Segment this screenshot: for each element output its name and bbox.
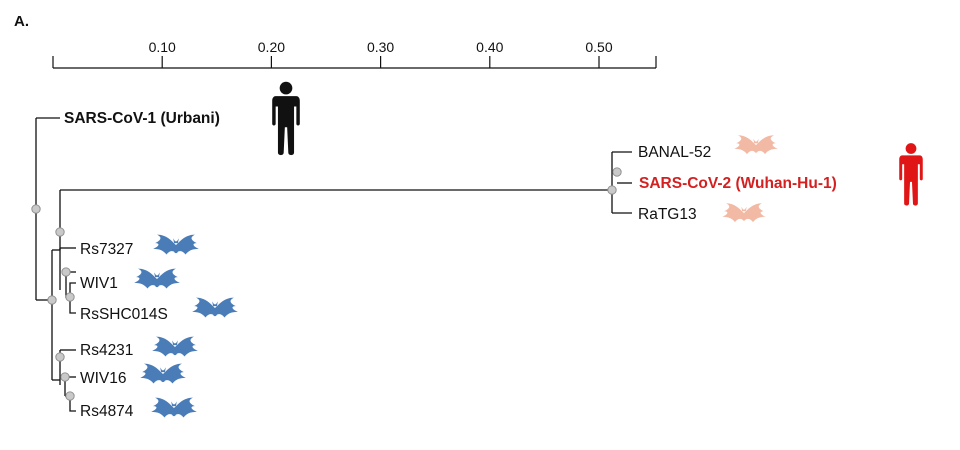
- internal-node: [47, 295, 57, 305]
- tree-branch: [69, 396, 76, 412]
- axis-tick-label: 0.10: [149, 39, 176, 55]
- tree-nodes: [31, 167, 622, 401]
- internal-node: [65, 391, 75, 401]
- axis-tick-label: 0.50: [585, 39, 612, 55]
- internal-node: [55, 352, 65, 362]
- internal-node: [607, 185, 617, 195]
- tree-branch: [69, 298, 76, 314]
- host-icons: [134, 81, 923, 418]
- internal-node: [61, 267, 71, 277]
- leaf-label-rs4231: Rs4231: [80, 342, 133, 359]
- axis-tick-label: 0.40: [476, 39, 503, 55]
- bat-icon: [153, 234, 199, 255]
- bat-icon: [134, 268, 180, 289]
- scale-axis: 0.10 0.20 0.30 0.40 0.50: [52, 39, 657, 69]
- internal-node: [60, 372, 70, 382]
- leaf-label-rs4874: Rs4874: [80, 403, 134, 420]
- axis-tick-label: 0.30: [367, 39, 394, 55]
- leaf-label-ratg: RaTG13: [638, 206, 697, 223]
- leaf-label-rsshc: RsSHC014S: [80, 306, 168, 323]
- leaf-label-sars1: SARS-CoV-1 (Urbani): [64, 110, 220, 127]
- axis-tick-label: 0.20: [258, 39, 285, 55]
- human-icon: [272, 81, 300, 156]
- bat-icon: [140, 363, 186, 384]
- bat-icon: [734, 135, 778, 155]
- leaf-labels: SARS-CoV-1 (Urbani) BANAL-52 SARS-CoV-2 (W…: [64, 110, 837, 420]
- leaf-label-wiv1: WIV1: [80, 275, 118, 292]
- internal-node: [612, 167, 622, 177]
- leaf-label-rs7327: Rs7327: [80, 241, 133, 258]
- internal-node: [55, 227, 65, 237]
- leaf-label-sars2: SARS-CoV-2 (Wuhan-Hu-1): [639, 175, 837, 192]
- tree-branches: [35, 117, 632, 412]
- bat-icon: [151, 397, 197, 418]
- leaf-label-wiv16: WIV16: [80, 370, 127, 387]
- human-icon: [899, 143, 923, 206]
- bat-icon: [722, 203, 766, 223]
- internal-node: [65, 292, 75, 302]
- internal-node: [31, 204, 41, 214]
- bat-icon: [152, 336, 198, 357]
- panel-label: A.: [14, 13, 29, 30]
- bat-icon: [192, 297, 238, 318]
- leaf-label-banal: BANAL-52: [638, 144, 711, 161]
